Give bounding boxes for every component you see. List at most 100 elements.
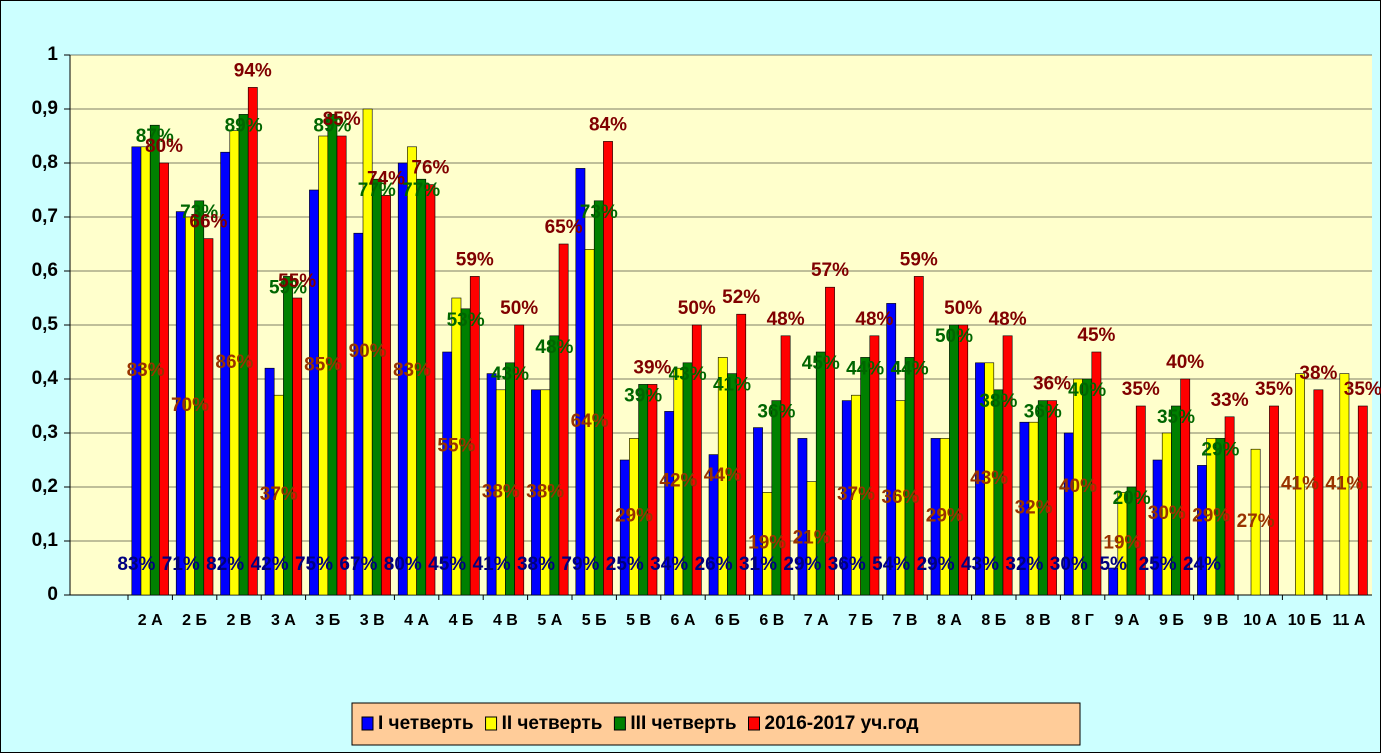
bar	[203, 238, 214, 596]
data-label: 59%	[269, 277, 307, 298]
bar	[336, 135, 347, 596]
data-label: 48%	[855, 309, 893, 330]
bar	[371, 178, 382, 596]
data-label: 89%	[313, 115, 351, 136]
data-label: 59%	[900, 249, 938, 270]
data-label: 42%	[659, 471, 697, 492]
legend-swatch	[748, 716, 760, 731]
x-tick-label: 10 Б	[1288, 612, 1322, 629]
data-label: 19%	[1103, 533, 1141, 554]
bar	[1269, 405, 1279, 596]
data-label: 55%	[437, 436, 475, 457]
data-label: 83%	[127, 360, 165, 381]
bar	[1313, 389, 1324, 596]
bar	[1135, 405, 1146, 596]
legend-label: II четверть	[502, 713, 603, 734]
y-tick-label: 0,4	[32, 368, 59, 389]
data-label: 94%	[234, 60, 272, 81]
bar	[159, 162, 169, 596]
y-tick-label: 0,7	[32, 206, 58, 227]
x-tick-label: 8 А	[937, 612, 962, 629]
x-tick-label: 4 Б	[449, 612, 474, 629]
data-label: 90%	[349, 341, 387, 362]
data-label: 45%	[1077, 325, 1115, 346]
data-label: 36%	[828, 554, 866, 575]
data-label: 20%	[1113, 488, 1151, 509]
data-label: 43%	[961, 554, 999, 575]
data-label: 29%	[783, 554, 821, 575]
data-label: 27%	[1237, 511, 1275, 532]
data-label: 85%	[304, 355, 342, 376]
data-label: 36%	[757, 402, 795, 423]
data-label: 43%	[491, 364, 529, 385]
x-tick-label: 8 Б	[981, 612, 1006, 629]
bar	[514, 324, 525, 596]
bar	[1197, 465, 1207, 596]
data-label: 41%	[1281, 473, 1319, 494]
data-label: 84%	[589, 114, 627, 135]
data-label: 29%	[917, 554, 955, 575]
y-tick-label: 0,8	[32, 152, 58, 173]
data-label: 34%	[650, 554, 688, 575]
bar	[1002, 335, 1013, 596]
legend-swatch	[613, 716, 626, 731]
bar	[469, 276, 480, 596]
data-label: 77%	[358, 180, 396, 201]
data-label: 29%	[615, 506, 653, 527]
data-label: 71%	[162, 554, 200, 575]
data-label: 89%	[225, 115, 263, 136]
x-tick-label: 3 А	[271, 612, 296, 629]
bar	[1047, 400, 1057, 596]
bar	[1250, 448, 1261, 596]
x-tick-label: 7 А	[804, 612, 829, 629]
x-tick-label: 5 Б	[582, 612, 607, 629]
x-tick-label: 8 В	[1026, 612, 1051, 629]
y-tick-label: 0,2	[32, 476, 58, 497]
bar	[416, 178, 427, 596]
data-label: 37%	[260, 484, 298, 505]
data-label: 29%	[1201, 439, 1239, 460]
data-label: 73%	[180, 202, 218, 223]
bar	[309, 189, 319, 596]
x-tick-label: 2 А	[138, 612, 163, 629]
data-label: 35%	[1255, 379, 1293, 400]
data-label: 40%	[1166, 352, 1204, 373]
data-label: 77%	[402, 180, 440, 201]
bar	[1339, 373, 1350, 596]
data-label: 39%	[633, 357, 671, 378]
data-label: 26%	[695, 554, 733, 575]
data-label: 65%	[545, 217, 583, 238]
bar	[425, 184, 436, 596]
x-tick-label: 6 А	[671, 612, 696, 629]
data-label: 64%	[571, 411, 609, 432]
bar	[958, 324, 969, 596]
x-tick-label: 9 В	[1203, 612, 1228, 629]
data-label: 57%	[811, 260, 849, 281]
x-tick-label: 6 Б	[715, 612, 740, 629]
legend-box	[351, 702, 1081, 746]
bar	[292, 297, 303, 596]
data-label: 74%	[367, 168, 405, 189]
bar	[603, 141, 613, 596]
data-label: 80%	[384, 554, 422, 575]
bar	[780, 335, 791, 596]
data-label: 53%	[447, 310, 485, 331]
data-label: 50%	[678, 298, 716, 319]
data-label: 40%	[1059, 476, 1097, 497]
y-tick-label: 0,9	[32, 98, 58, 119]
x-tick-label: 6 В	[759, 612, 784, 629]
data-label: 67%	[339, 554, 377, 575]
legend-label: III четверть	[630, 713, 736, 734]
data-label: 21%	[793, 527, 831, 548]
data-label: 80%	[145, 136, 183, 157]
bar	[247, 87, 258, 596]
x-tick-label: 4 А	[404, 612, 429, 629]
x-tick-label: 9 Б	[1159, 612, 1184, 629]
data-label: 86%	[215, 352, 253, 373]
data-label: 25%	[606, 554, 644, 575]
data-label: 73%	[580, 202, 618, 223]
bar	[381, 195, 391, 596]
data-label: 55%	[278, 271, 316, 292]
bar	[691, 324, 702, 596]
x-tick-label: 5 А	[537, 612, 562, 629]
